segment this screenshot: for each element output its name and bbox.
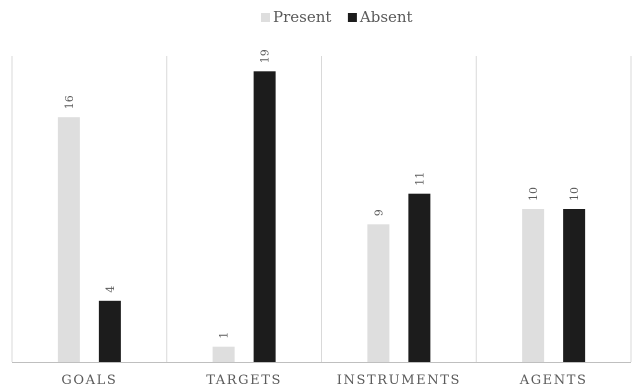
data-label-targets-present: 1 [218, 332, 231, 339]
bar-goals-present [57, 117, 80, 362]
legend-label-absent: Absent [359, 8, 413, 26]
bar-goals-absent [98, 300, 121, 362]
data-label-goals-present: 16 [63, 95, 76, 109]
data-label-instruments-present: 9 [372, 209, 385, 216]
data-label-instruments-absent: 11 [413, 172, 426, 186]
category-label-targets: TARGETS [206, 373, 282, 388]
category-label-agents: AGENTS [519, 373, 588, 388]
legend-swatch-absent [347, 13, 357, 22]
bar-instruments-present [367, 224, 390, 362]
legend: Present Absent [261, 8, 413, 26]
bar-targets-present [212, 346, 235, 362]
data-label-targets-absent: 19 [259, 49, 272, 63]
data-label-agents-present: 10 [527, 187, 540, 201]
bar-agents-absent [563, 209, 586, 362]
legend-label-present: Present [273, 8, 331, 26]
bar-instruments-absent [408, 193, 431, 362]
legend-swatch-present [261, 13, 270, 22]
category-label-instruments: INSTRUMENTS [337, 373, 461, 388]
data-labels: 16 4 1 19 9 11 10 10 [63, 49, 581, 338]
data-label-goals-absent: 4 [104, 286, 117, 293]
category-label-goals: GOALS [61, 373, 117, 388]
bars [57, 71, 586, 363]
category-separators [11, 56, 632, 362]
bar-targets-absent [253, 71, 276, 363]
bar-agents-present [522, 209, 545, 362]
category-labels: GOALS TARGETS INSTRUMENTS AGENTS [61, 373, 588, 388]
data-label-agents-absent: 10 [568, 187, 581, 201]
